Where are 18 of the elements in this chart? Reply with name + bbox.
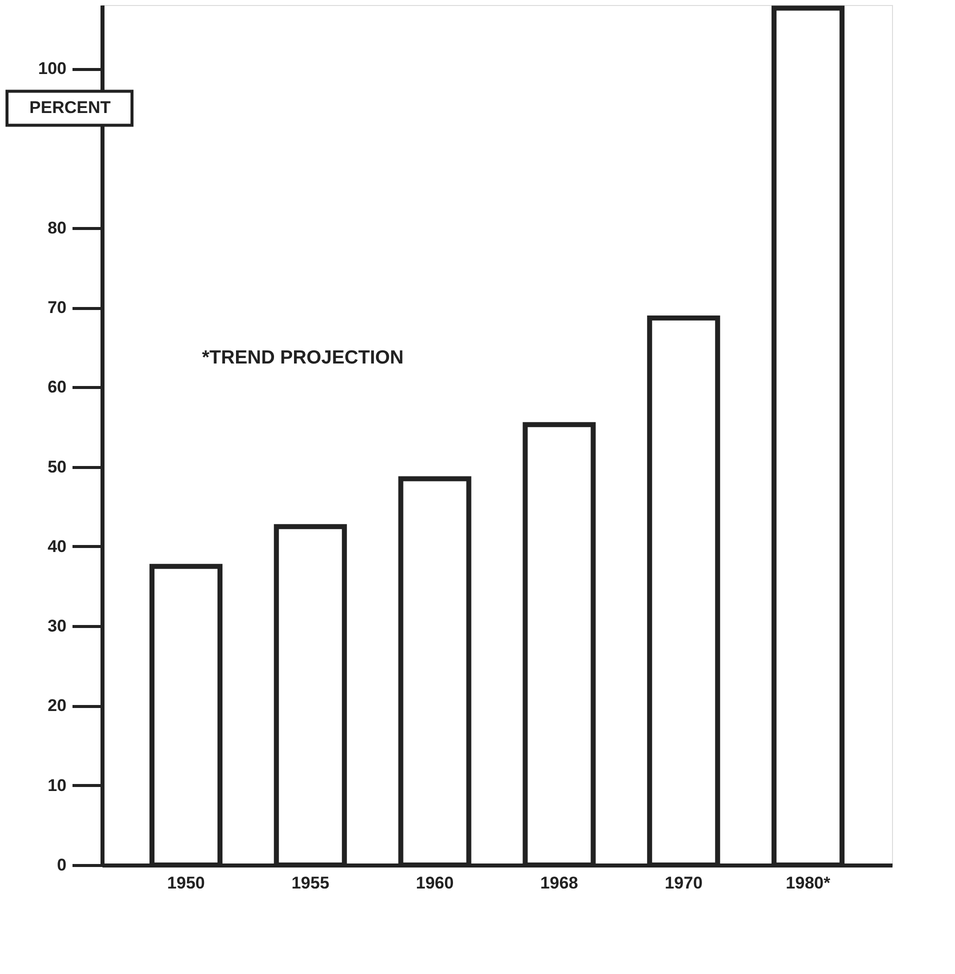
annotation: *TREND PROJECTION [202, 348, 404, 369]
y-tick-label: 50 [48, 457, 66, 476]
y-tick-label: 10 [48, 776, 66, 795]
x-tick-label: 1950 [167, 874, 205, 892]
y-axis-title: PERCENT [29, 98, 112, 118]
y-tick-label: 80 [48, 218, 66, 238]
y-tick-label: 30 [48, 616, 66, 636]
x-tick-label: 1970 [664, 874, 703, 892]
y-tick-label: 40 [48, 536, 66, 556]
y-tick-label: 100 [38, 59, 66, 78]
x-tick-label: 1968 [540, 874, 578, 892]
x-tick-label: 1960 [416, 874, 454, 892]
y-tick-label: 20 [48, 696, 66, 716]
y-tick-label: 60 [48, 378, 66, 397]
y-tick-label: 70 [48, 298, 66, 318]
y-tick-label: 0 [57, 856, 66, 874]
x-tick-label: 1955 [291, 874, 330, 892]
x-tick-label: 1980* [786, 874, 831, 892]
